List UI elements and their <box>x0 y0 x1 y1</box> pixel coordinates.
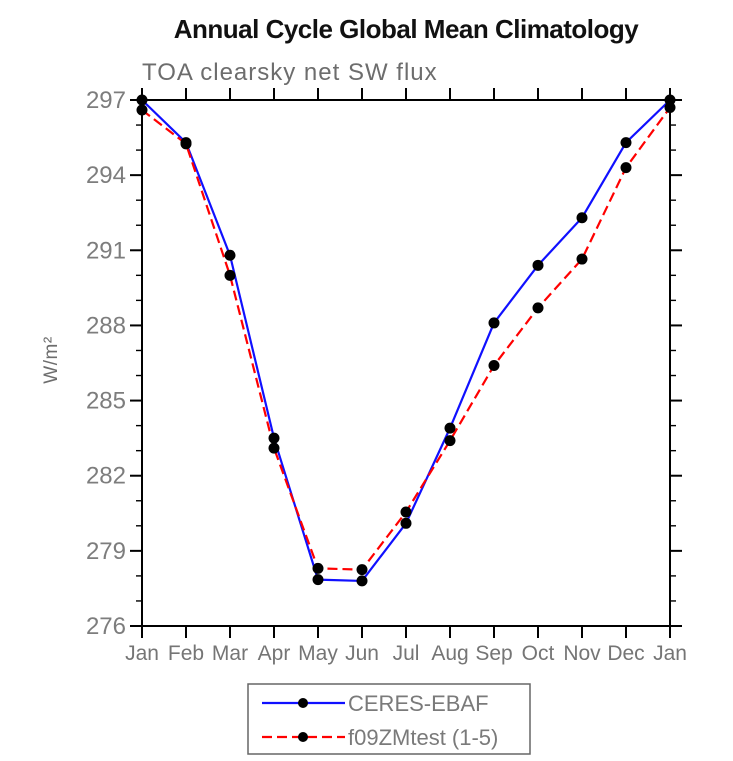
data-point-marker <box>444 422 456 434</box>
data-point-marker <box>444 435 456 447</box>
x-tick-label: Jun <box>345 642 379 665</box>
plot-area: 276 279 282 285 288 291 294 297 Jan Feb Mar Apr May J… <box>86 87 687 665</box>
data-point-marker <box>224 269 236 281</box>
data-point-marker <box>576 212 588 224</box>
y-tick-label: 288 <box>86 312 126 339</box>
data-point-marker <box>136 94 148 106</box>
data-point-marker <box>620 162 632 174</box>
x-tick-label: Feb <box>168 642 204 665</box>
chart-subtitle: TOA clearsky net SW flux <box>142 59 438 86</box>
series-line <box>141 106 671 571</box>
legend-label: f09ZMtest (1-5) <box>348 725 498 750</box>
data-point-marker <box>268 432 280 444</box>
data-point-marker <box>356 575 368 587</box>
chart-title: Annual Cycle Global Mean Climatology <box>174 14 640 44</box>
legend-sample-marker <box>298 732 308 742</box>
legend-sample-marker <box>298 698 308 708</box>
data-point-marker <box>576 253 588 265</box>
plot-frame <box>141 99 671 627</box>
data-point-marker <box>312 562 324 574</box>
x-tick-label: Oct <box>522 642 555 665</box>
data-point-marker <box>312 574 324 586</box>
data-point-marker <box>620 137 632 149</box>
x-tick-label: Apr <box>258 642 291 665</box>
y-tick-label: 276 <box>86 613 126 640</box>
legend: CERES-EBAF f09ZMtest (1-5) <box>247 683 531 755</box>
y-tick-label: 279 <box>86 538 126 565</box>
x-tick-label: Jan <box>653 642 687 665</box>
legend-label: CERES-EBAF <box>348 691 489 716</box>
y-tick-label: 282 <box>86 463 126 490</box>
data-point-marker <box>400 517 412 529</box>
y-axis-label: W/m² <box>41 336 62 383</box>
data-point-marker <box>136 104 148 116</box>
x-tick-label: Dec <box>607 642 644 665</box>
legend-box <box>247 683 531 755</box>
data-point-marker <box>356 564 368 576</box>
data-point-marker <box>664 94 676 106</box>
y-tick-label: 285 <box>86 388 126 415</box>
x-tick-label: Aug <box>431 642 468 665</box>
x-tick-label: May <box>298 642 338 665</box>
x-tick-label: Mar <box>212 642 248 665</box>
data-point-marker <box>224 249 236 261</box>
data-point-marker <box>664 102 676 114</box>
data-point-marker <box>400 506 412 518</box>
data-point-marker <box>532 302 544 314</box>
y-tick-label: 291 <box>86 237 126 264</box>
data-point-marker <box>180 138 192 150</box>
y-tick-label: 297 <box>86 87 126 114</box>
data-point-marker <box>532 259 544 271</box>
data-point-marker <box>488 317 500 329</box>
y-tick-label: 294 <box>86 162 126 189</box>
x-tick-label: Jul <box>393 642 420 665</box>
data-point-marker <box>268 442 280 454</box>
x-tick-label: Nov <box>563 642 601 665</box>
x-tick-label: Sep <box>475 642 512 665</box>
data-point-marker <box>488 360 500 372</box>
x-tick-label: Jan <box>125 642 159 665</box>
